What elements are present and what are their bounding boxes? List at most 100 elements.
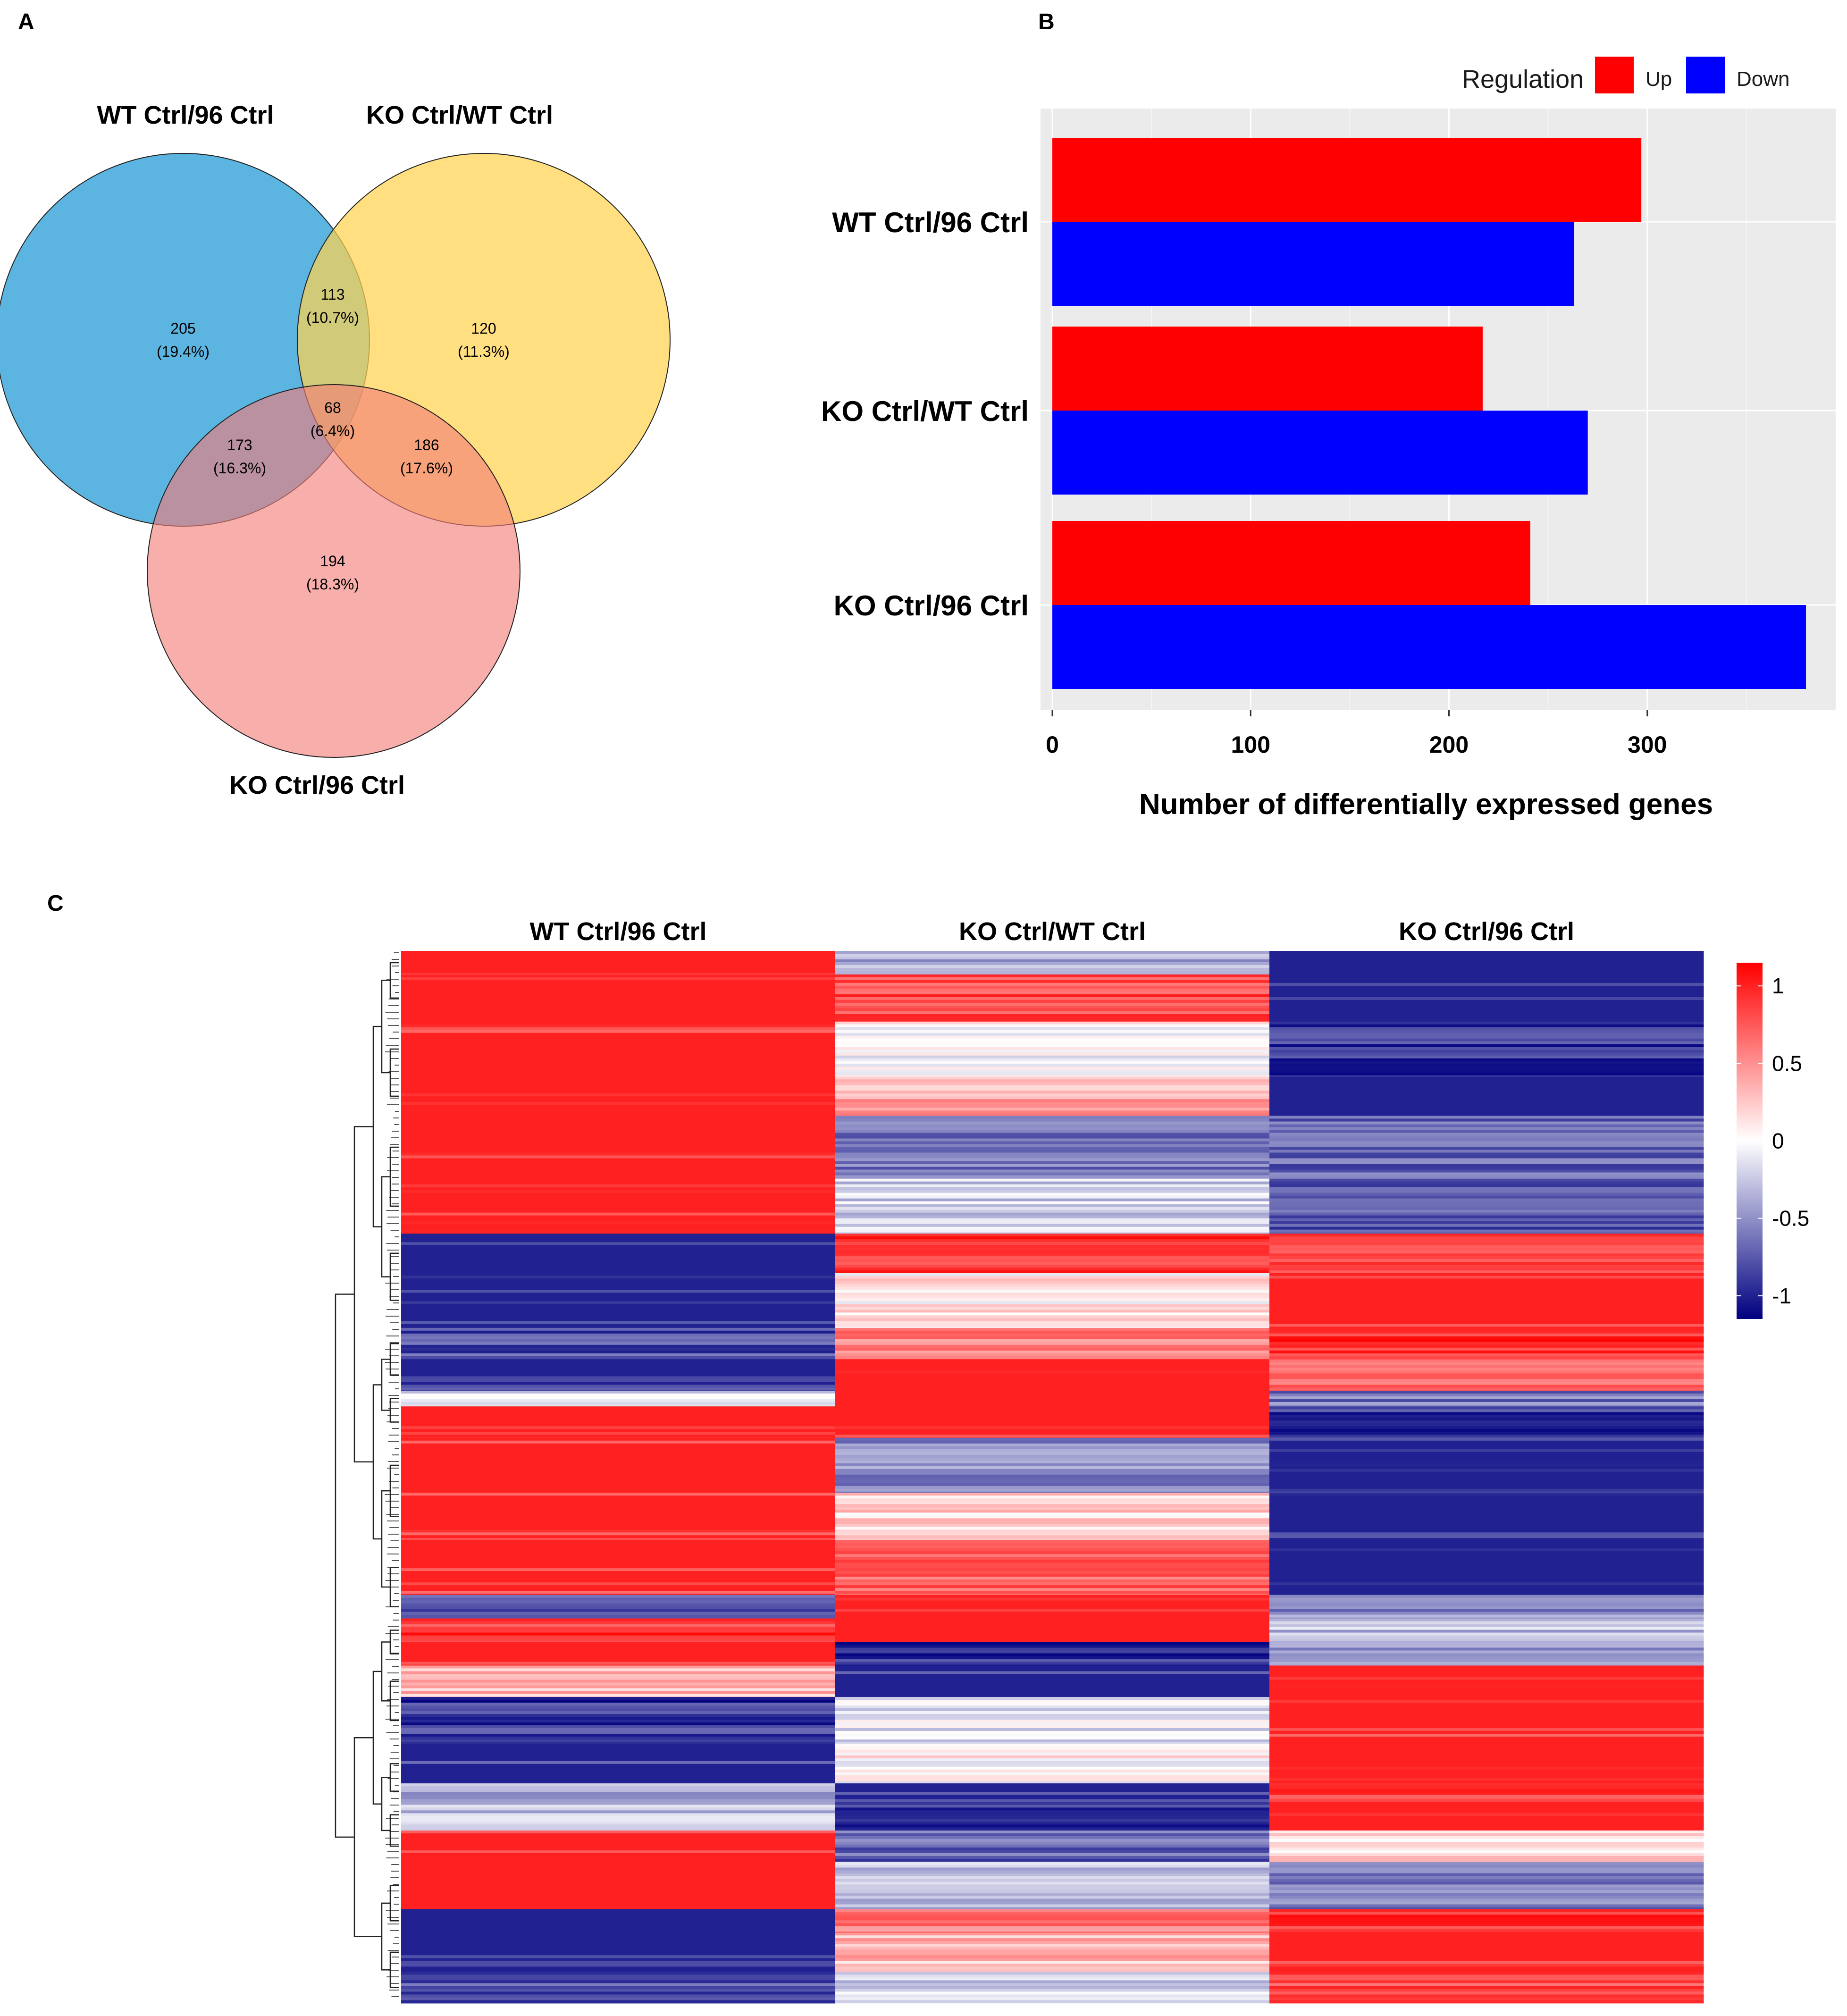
- heatmap-cell: [835, 1591, 1270, 1594]
- heatmap-cell: [835, 1347, 1270, 1351]
- category-labels: WT Ctrl/96 Ctrl KO Ctrl/WT Ctrl KO Ctrl/96…: [821, 207, 1029, 622]
- heatmap-cell: [835, 1184, 1270, 1188]
- heatmap-cell: [401, 1529, 836, 1533]
- heatmap-cell: [401, 1124, 836, 1128]
- heatmap-cell: [401, 971, 836, 974]
- heatmap-cell: [835, 1362, 1270, 1365]
- heatmap-cell: [401, 1454, 836, 1458]
- heatmap-cell: [401, 1708, 836, 1712]
- dendrogram-branch: [381, 1777, 390, 1831]
- heatmap-cell: [835, 1204, 1270, 1208]
- heatmap-cell: [401, 1923, 836, 1926]
- heatmap-cell: [1269, 1668, 1704, 1672]
- heatmap-cell: [1269, 1210, 1704, 1213]
- heatmap-cell: [401, 1218, 836, 1222]
- heatmap-cell: [401, 1324, 836, 1327]
- heatmap-cell: [1269, 1212, 1704, 1216]
- heatmap-cell: [835, 1938, 1270, 1941]
- heatmap-cell: [1269, 1113, 1704, 1117]
- heatmap-cell: [835, 1733, 1270, 1737]
- heatmap-cell: [1269, 1512, 1704, 1516]
- heatmap-cell: [401, 1193, 836, 1196]
- heatmap-cell: [1269, 1443, 1704, 1447]
- heatmap-cell: [1269, 1161, 1704, 1165]
- heatmap-cell: [401, 1865, 836, 1868]
- heatmap-cell: [401, 1415, 836, 1418]
- heatmap-cell: [401, 1775, 836, 1779]
- heatmap-cell: [1269, 1659, 1704, 1663]
- heatmap-cell: [401, 1190, 836, 1193]
- heatmap-cell: [835, 1898, 1270, 1902]
- heatmap-cell: [835, 1824, 1270, 1828]
- heatmap-cell: [401, 1691, 836, 1695]
- heatmap-cell: [401, 1736, 836, 1740]
- heatmap-cell: [1269, 1856, 1704, 1859]
- heatmap-cell: [1269, 1833, 1704, 1837]
- heatmap-cell: [401, 1446, 836, 1450]
- heatmap-cell: [401, 954, 836, 957]
- heatmap-cell: [835, 1124, 1270, 1128]
- heatmap-cell: [1269, 1085, 1704, 1088]
- heatmap-cell: [835, 1493, 1270, 1496]
- heatmap-cell: [401, 1278, 836, 1282]
- heatmap-cell: [1269, 1221, 1704, 1225]
- heatmap-cell: [401, 1327, 836, 1328]
- heatmap-cell: [1269, 1997, 1704, 2001]
- venn-set-title-wt-96: WT Ctrl/96 Ctrl: [97, 101, 274, 129]
- heatmap-cell: [1269, 1256, 1704, 1260]
- heatmap-cell: [835, 1310, 1270, 1313]
- heatmap-cell: [835, 1595, 1270, 1598]
- heatmap-cell: [835, 1287, 1270, 1290]
- heatmap-cell: [835, 971, 1270, 974]
- heatmap-cell: [835, 1038, 1270, 1042]
- heatmap-cell: [835, 1050, 1270, 1053]
- heatmap-cell: [835, 1994, 1270, 1998]
- heatmap-cell: [1269, 1617, 1704, 1619]
- heatmap-cell: [401, 1733, 836, 1737]
- heatmap-cell: [835, 1333, 1270, 1337]
- heatmap-cell: [835, 1844, 1270, 1848]
- heatmap-cell: [1269, 1501, 1704, 1504]
- heatmap-cell: [401, 1402, 836, 1405]
- heatmap-cell: [401, 1429, 836, 1432]
- heatmap-cell: [835, 1044, 1270, 1048]
- heatmap-cell: [835, 1929, 1270, 1932]
- heatmap-cell: [1269, 1480, 1704, 1484]
- heatmap-cell: [1269, 1133, 1704, 1136]
- heatmap-cell: [835, 1699, 1270, 1703]
- heatmap-cell: [835, 1035, 1270, 1039]
- heatmap-cell: [401, 1376, 836, 1379]
- heatmap-cell: [835, 1952, 1270, 1956]
- heatmap-cell: [1269, 1387, 1704, 1391]
- color-scale-label: 0.5: [1772, 1051, 1802, 1075]
- heatmap-cell: [401, 1365, 836, 1368]
- heatmap-cell: [835, 1198, 1270, 1202]
- heatmap-cell: [1269, 1187, 1704, 1191]
- heatmap-cell: [401, 1915, 836, 1918]
- heatmap-cell: [401, 1850, 836, 1854]
- heatmap-cell: [835, 1284, 1270, 1287]
- heatmap-cell: [1269, 1612, 1704, 1615]
- heatmap-cell: [835, 985, 1270, 989]
- heatmap-cell: [835, 1295, 1270, 1299]
- heatmap-cell: [1269, 1396, 1704, 1400]
- heatmap-cell: [401, 1067, 836, 1070]
- heatmap-cell: [1269, 1632, 1704, 1636]
- heatmap-cell: [401, 1947, 836, 1950]
- heatmap-cell: [1269, 1799, 1704, 1802]
- heatmap-cell: [1269, 1588, 1704, 1591]
- heatmap-cell: [835, 1412, 1270, 1415]
- heatmap-cell: [1269, 1783, 1704, 1787]
- heatmap-cell: [401, 1312, 836, 1316]
- heatmap-cell: [401, 1368, 836, 1371]
- heatmap-cell: [835, 1385, 1270, 1388]
- color-scale-legend: 1 0.5 0 -0.5 -1: [1737, 963, 1809, 1319]
- heatmap-cell: [1269, 1024, 1704, 1028]
- heatmap-cell: [401, 1099, 836, 1102]
- heatmap-cell: [401, 1844, 836, 1848]
- heatmap-cell: [835, 1402, 1270, 1405]
- heatmap-cell: [835, 1697, 1270, 1700]
- heatmap-cell: [835, 1538, 1270, 1540]
- heatmap-cell: [401, 1044, 836, 1048]
- heatmap-cell: [835, 1429, 1270, 1432]
